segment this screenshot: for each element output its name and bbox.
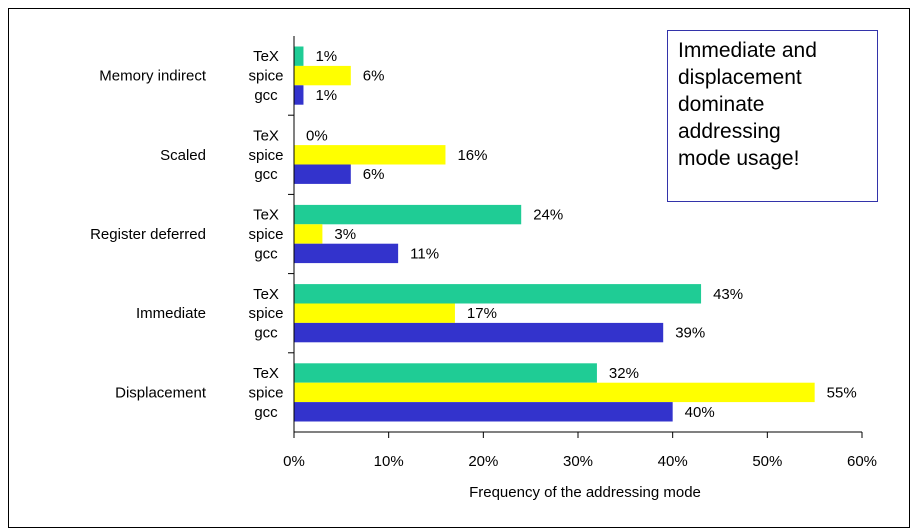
- series-label: TeX: [253, 365, 279, 382]
- series-label: spice: [248, 384, 283, 401]
- bar-gcc: [294, 164, 351, 184]
- x-tick-label: 60%: [847, 453, 877, 470]
- series-label: spice: [248, 305, 283, 322]
- category-label: Displacement: [115, 384, 207, 401]
- bar-tex: [294, 46, 304, 66]
- x-tick-label: 30%: [563, 453, 593, 470]
- category-label: Scaled: [160, 147, 206, 164]
- data-label: 6%: [363, 68, 385, 85]
- annotation-line: mode usage!: [678, 147, 800, 170]
- series-label: TeX: [253, 286, 279, 303]
- data-label: 6%: [363, 166, 385, 183]
- bar-spice: [294, 303, 455, 323]
- data-label: 24%: [533, 207, 563, 224]
- annotation-line: dominate: [678, 93, 765, 116]
- data-label: 55%: [827, 384, 857, 401]
- series-label: TeX: [253, 48, 279, 65]
- bar-spice: [294, 145, 446, 165]
- x-tick-label: 10%: [374, 453, 404, 470]
- bar-gcc: [294, 402, 673, 422]
- bar-spice: [294, 382, 815, 403]
- x-tick-label: 0%: [283, 453, 305, 470]
- annotation-line: addressing: [678, 120, 781, 143]
- series-label: gcc: [254, 87, 278, 104]
- category-label: Immediate: [136, 305, 206, 322]
- data-label: 16%: [457, 147, 487, 164]
- bar-tex: [294, 363, 597, 383]
- bar-gcc: [294, 243, 399, 264]
- annotation-line: displacement: [678, 66, 802, 89]
- category-label: Memory indirect: [99, 68, 207, 85]
- data-label: 1%: [315, 48, 337, 65]
- addressing-mode-bar-chart: Memory indirect TeX 1% spice 6% gcc 1% Scaled Te…: [90, 36, 877, 501]
- data-label: 0%: [306, 127, 328, 144]
- x-axis-title: Frequency of the addressing mode: [469, 484, 701, 501]
- category-label: Register deferred: [90, 226, 206, 243]
- data-label: 11%: [410, 245, 439, 262]
- bar-spice: [294, 65, 351, 86]
- x-tick-label: 40%: [658, 453, 688, 470]
- series-label: gcc: [254, 404, 278, 421]
- x-tick-label: 20%: [468, 453, 498, 470]
- bar-tex: [294, 204, 522, 225]
- series-label: spice: [248, 68, 283, 85]
- data-label: 39%: [675, 325, 705, 342]
- data-label: 17%: [467, 305, 497, 322]
- bar-gcc: [294, 85, 304, 105]
- series-label: gcc: [254, 325, 278, 342]
- series-label: spice: [248, 147, 283, 164]
- bar-gcc: [294, 322, 664, 343]
- annotation-line: Immediate and: [678, 39, 817, 62]
- series-label: gcc: [254, 245, 278, 262]
- series-label: TeX: [253, 207, 279, 224]
- data-label: 1%: [315, 87, 337, 104]
- bar-tex: [294, 284, 702, 304]
- data-label: 32%: [609, 365, 639, 382]
- series-label: gcc: [254, 166, 278, 183]
- series-label: spice: [248, 226, 283, 243]
- data-label: 43%: [713, 286, 743, 303]
- annotation-box: Immediate and displacement dominate addr…: [667, 30, 878, 202]
- x-tick-label: 50%: [752, 453, 782, 470]
- bar-spice: [294, 224, 323, 244]
- data-label: 3%: [334, 226, 356, 243]
- data-label: 40%: [685, 404, 715, 421]
- series-label: TeX: [253, 127, 279, 144]
